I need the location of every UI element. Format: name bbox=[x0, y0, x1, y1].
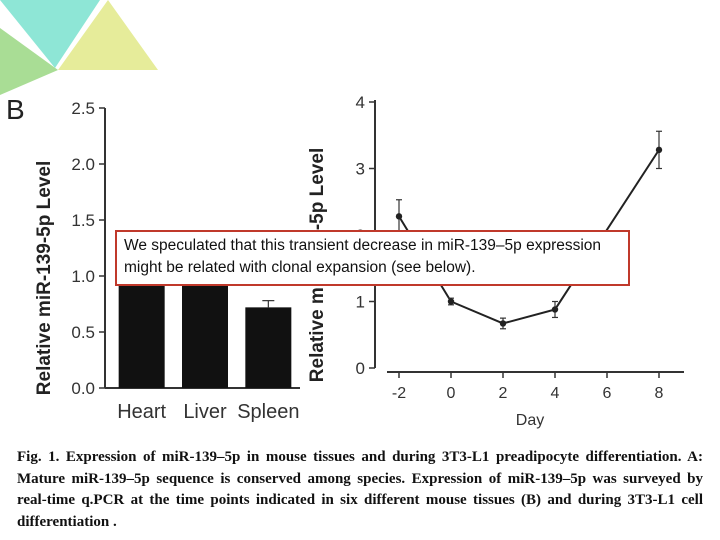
bar-chart-axes: 0.0 0.5 1.0 1.5 2.0 2.5 bbox=[71, 99, 300, 398]
bar bbox=[118, 276, 165, 388]
line-y-tick-label: 1 bbox=[356, 293, 365, 312]
bar-chart-marks: Heart Liver Spleen bbox=[117, 276, 299, 423]
line-y-tick-label: 3 bbox=[356, 160, 365, 179]
line-x-tick-label: 0 bbox=[447, 385, 456, 402]
line-y-tick-label: 0 bbox=[356, 359, 365, 378]
bar-chart-ylabel: Relative miR-139-5p Level bbox=[34, 161, 55, 395]
bar-y-tick-label: 0.5 bbox=[71, 323, 95, 342]
data-point bbox=[447, 298, 455, 305]
bar-y-tick-label: 1.5 bbox=[71, 211, 95, 230]
line-chart-xlabel: Day bbox=[516, 412, 544, 429]
teal-triangle bbox=[0, 0, 100, 68]
corner-decoration bbox=[0, 0, 158, 95]
line-y-tick-label: 4 bbox=[356, 93, 365, 112]
panel-label: B bbox=[6, 94, 25, 125]
line-x-tick-label: -2 bbox=[392, 385, 406, 402]
line-x-tick-label: 2 bbox=[499, 385, 508, 402]
figure-caption: Fig. 1. Expression of miR-139–5p in mous… bbox=[17, 449, 703, 530]
bar-y-tick-label: 2.0 bbox=[71, 155, 95, 174]
bar-y-tick-label: 1.0 bbox=[71, 267, 95, 286]
data-point bbox=[499, 320, 507, 327]
bar-category-label: Heart bbox=[117, 401, 166, 423]
bar bbox=[182, 276, 228, 388]
line-x-tick-label: 8 bbox=[655, 385, 664, 402]
data-point bbox=[655, 146, 663, 154]
data-point bbox=[551, 306, 559, 313]
data-point bbox=[395, 213, 403, 220]
bar bbox=[245, 307, 292, 388]
line-x-tick-label: 6 bbox=[603, 385, 612, 402]
bar-y-tick-label: 0.0 bbox=[71, 379, 95, 398]
green-triangle bbox=[0, 28, 58, 95]
yellow-triangle bbox=[58, 0, 158, 70]
bar-chart: Relative miR-139-5p Level 0.0 0.5 1.0 1.5 2.… bbox=[34, 99, 300, 423]
speculation-callout: We speculated that this transient decrea… bbox=[115, 230, 630, 286]
bar-category-label: Liver bbox=[183, 401, 227, 423]
bar-y-tick-label: 2.5 bbox=[71, 99, 95, 118]
bar-category-label: Spleen bbox=[237, 401, 299, 423]
line-x-tick-label: 4 bbox=[551, 385, 560, 402]
